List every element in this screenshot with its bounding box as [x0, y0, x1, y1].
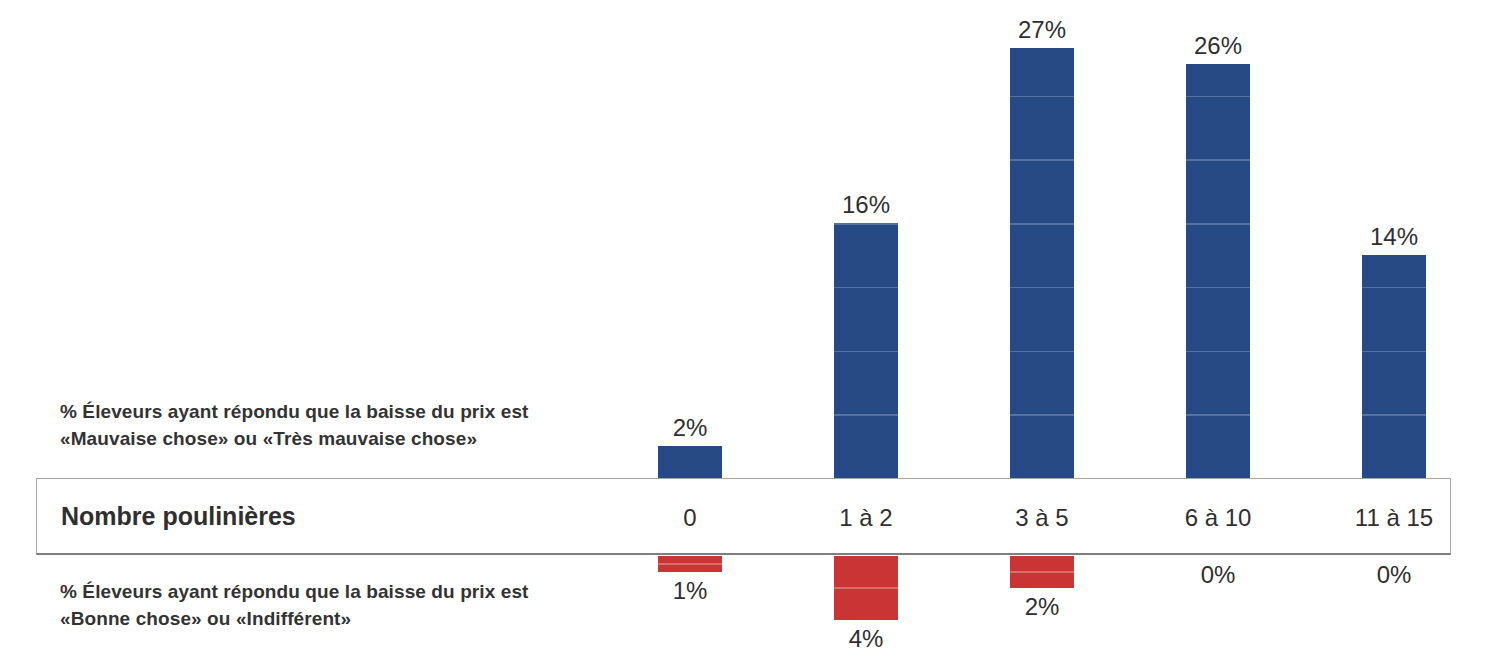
series-label-mauvaise-line1: % Éleveurs ayant répondu que la baisse d…	[60, 398, 660, 425]
value-label-bonne-2: 2%	[962, 594, 1122, 620]
bar-mauvaise-2	[1010, 48, 1074, 478]
series-label-bonne-line1: % Éleveurs ayant répondu que la baisse d…	[60, 578, 660, 605]
series-label-bonne: % Éleveurs ayant répondu que la baisse d…	[60, 578, 660, 632]
bar-bonne-0	[658, 556, 722, 572]
series-label-bonne-line2: «Bonne chose» ou «Indifférent»	[60, 605, 660, 632]
diverging-bar-chart: % Éleveurs ayant répondu que la baisse d…	[0, 0, 1500, 662]
bar-bonne-2	[1010, 556, 1074, 588]
value-label-bonne-4: 0%	[1314, 562, 1474, 588]
series-label-mauvaise-line2: «Mauvaise chose» ou «Très mauvaise chose…	[60, 425, 660, 452]
bar-mauvaise-4	[1362, 255, 1426, 478]
bar-mauvaise-1	[834, 223, 898, 478]
category-label-0: 0	[602, 505, 778, 531]
series-label-mauvaise: % Éleveurs ayant répondu que la baisse d…	[60, 398, 660, 452]
category-label-1: 1 à 2	[778, 505, 954, 531]
bar-mauvaise-3	[1186, 64, 1250, 478]
value-label-mauvaise-3: 26%	[1138, 33, 1298, 59]
bar-bonne-1	[834, 556, 898, 620]
category-label-4: 11 à 15	[1306, 505, 1482, 531]
value-label-bonne-1: 4%	[786, 626, 946, 652]
value-label-mauvaise-1: 16%	[786, 192, 946, 218]
bar-mauvaise-0	[658, 446, 722, 478]
axis-band-title: Nombre poulinières	[61, 502, 296, 531]
value-label-bonne-3: 0%	[1138, 562, 1298, 588]
value-label-mauvaise-4: 14%	[1314, 224, 1474, 250]
category-label-3: 6 à 10	[1130, 505, 1306, 531]
value-label-mauvaise-0: 2%	[610, 415, 770, 441]
category-label-2: 3 à 5	[954, 505, 1130, 531]
value-label-mauvaise-2: 27%	[962, 17, 1122, 43]
